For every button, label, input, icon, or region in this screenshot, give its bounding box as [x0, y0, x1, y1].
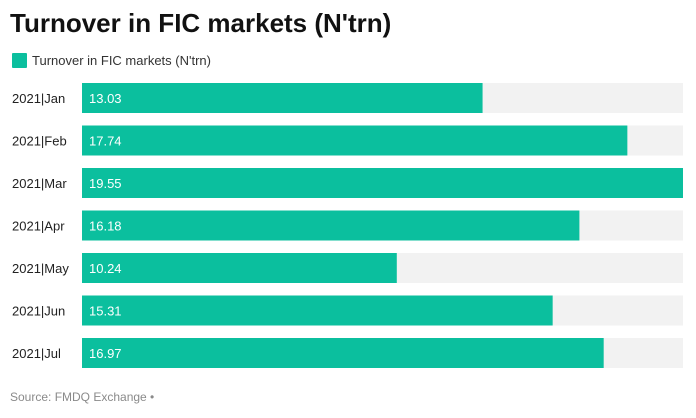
value-label: 15.31 [89, 304, 122, 319]
bar[interactable] [82, 295, 553, 326]
category-label: 2021|Jan [12, 91, 65, 106]
value-label: 16.18 [89, 219, 122, 234]
bar[interactable] [82, 83, 483, 113]
source-note: Source: FMDQ Exchange • [10, 390, 155, 404]
category-label: 2021|Jul [12, 346, 61, 361]
bar[interactable] [82, 168, 683, 198]
legend: Turnover in FIC markets (N'trn) [12, 51, 211, 69]
category-label: 2021|Mar [12, 176, 67, 191]
legend-swatch [12, 52, 27, 68]
bar[interactable] [82, 125, 628, 156]
value-label: 17.74 [89, 134, 122, 149]
bar[interactable] [82, 338, 604, 368]
chart-title: Turnover in FIC markets (N'trn) [10, 8, 392, 38]
category-label: 2021|Apr [12, 219, 65, 234]
value-label: 16.97 [89, 346, 122, 361]
value-label: 19.55 [89, 176, 122, 191]
bar[interactable] [82, 253, 397, 283]
value-label: 13.03 [89, 91, 122, 106]
value-label: 10.24 [89, 261, 122, 276]
category-label: 2021|Feb [12, 134, 67, 149]
bar[interactable] [82, 210, 580, 241]
legend-label: Turnover in FIC markets (N'trn) [32, 52, 211, 68]
category-label: 2021|May [12, 261, 69, 276]
category-label: 2021|Jun [12, 304, 65, 319]
